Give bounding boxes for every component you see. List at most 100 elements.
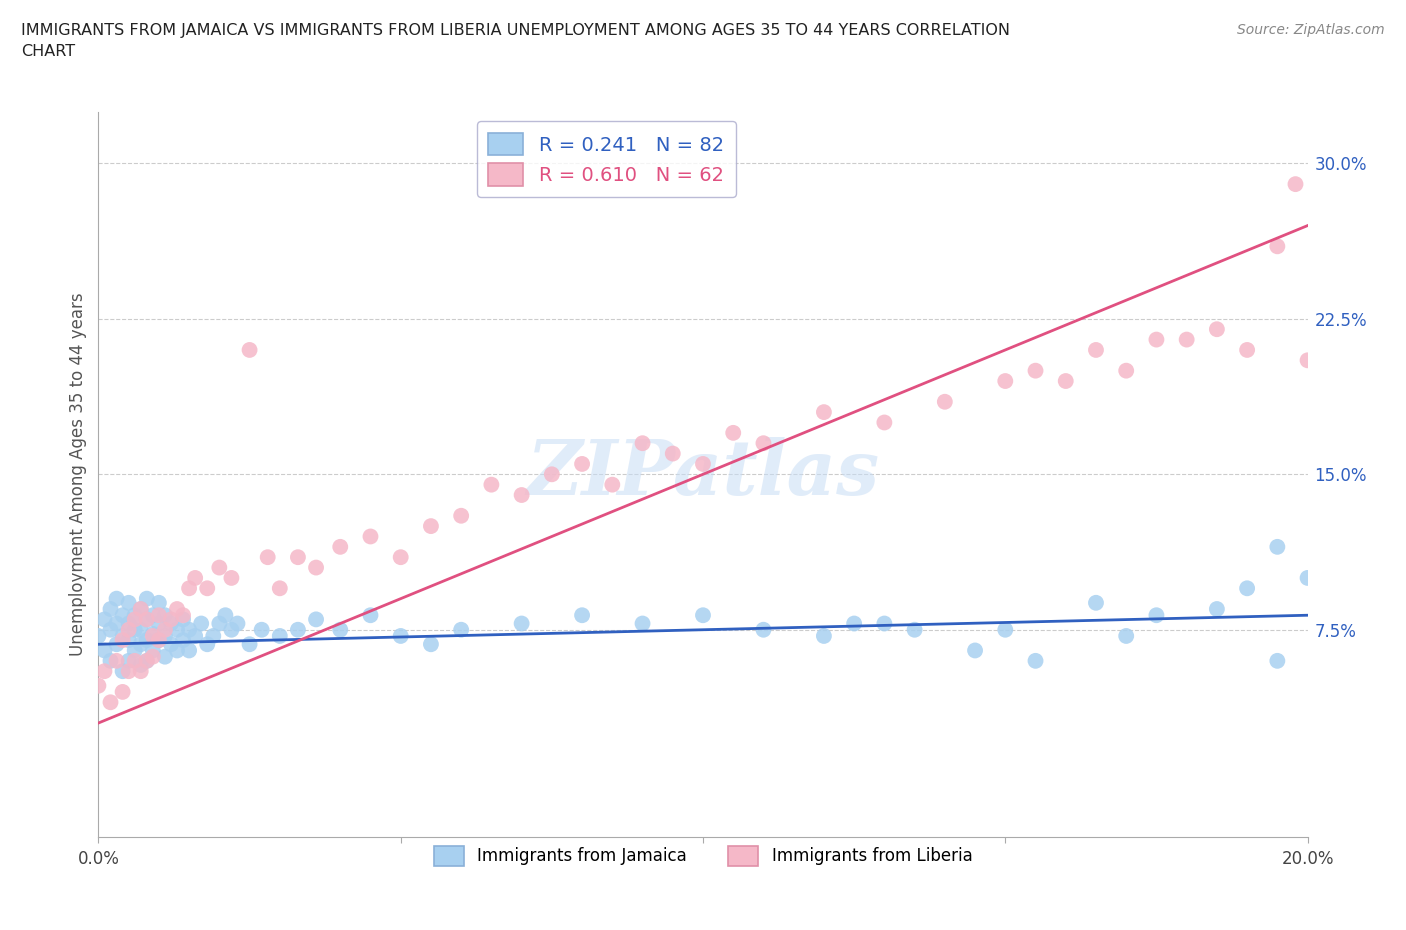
Point: [723, 425, 745, 440]
Point: [111, 664, 134, 679]
Point: [540, 467, 562, 482]
Point: [124, 654, 146, 669]
Point: [190, 616, 212, 631]
Point: [1115, 629, 1137, 644]
Point: [571, 457, 593, 472]
Point: [100, 695, 122, 710]
Point: [904, 622, 927, 637]
Point: [129, 602, 152, 617]
Point: [118, 654, 141, 669]
Point: [602, 477, 624, 492]
Point: [93, 643, 115, 658]
Point: [129, 622, 152, 637]
Point: [195, 637, 218, 652]
Point: [510, 616, 533, 631]
Point: [118, 622, 141, 637]
Point: [1115, 364, 1137, 379]
Point: [166, 622, 188, 637]
Point: [360, 529, 382, 544]
Point: [360, 608, 382, 623]
Point: [135, 654, 157, 669]
Point: [166, 602, 188, 617]
Point: [481, 477, 503, 492]
Point: [305, 612, 328, 627]
Point: [87, 629, 110, 644]
Point: [153, 649, 176, 664]
Point: [160, 637, 183, 652]
Point: [256, 550, 278, 565]
Point: [166, 643, 188, 658]
Point: [195, 581, 218, 596]
Point: [135, 612, 157, 627]
Point: [1236, 342, 1258, 357]
Point: [250, 622, 273, 637]
Point: [813, 629, 835, 644]
Point: [202, 629, 225, 644]
Point: [118, 595, 141, 610]
Point: [208, 616, 231, 631]
Point: [87, 678, 110, 693]
Point: [184, 629, 207, 644]
Point: [994, 622, 1017, 637]
Point: [153, 622, 176, 637]
Legend: Immigrants from Jamaica, Immigrants from Liberia: Immigrants from Jamaica, Immigrants from…: [427, 840, 979, 872]
Point: [129, 602, 152, 617]
Point: [450, 622, 472, 637]
Point: [1054, 374, 1077, 389]
Point: [873, 616, 896, 631]
Point: [239, 637, 262, 652]
Point: [510, 487, 533, 502]
Point: [153, 608, 176, 623]
Point: [148, 595, 170, 610]
Point: [450, 509, 472, 524]
Point: [148, 608, 170, 623]
Point: [93, 664, 115, 679]
Point: [994, 374, 1017, 389]
Point: [172, 612, 194, 627]
Point: [305, 560, 328, 575]
Point: [329, 539, 352, 554]
Point: [135, 612, 157, 627]
Point: [965, 643, 987, 658]
Point: [571, 608, 593, 623]
Point: [269, 581, 291, 596]
Point: [934, 394, 956, 409]
Point: [135, 654, 157, 669]
Point: [1144, 608, 1167, 623]
Point: [1284, 177, 1306, 192]
Point: [179, 643, 201, 658]
Point: [111, 608, 134, 623]
Point: [221, 622, 243, 637]
Point: [129, 664, 152, 679]
Point: [105, 616, 128, 631]
Point: [1296, 570, 1319, 585]
Point: [142, 629, 165, 644]
Point: [631, 616, 654, 631]
Point: [135, 591, 157, 606]
Point: [184, 570, 207, 585]
Point: [420, 519, 443, 534]
Point: [844, 616, 866, 631]
Point: [1296, 352, 1319, 367]
Point: [111, 632, 134, 647]
Point: [1206, 602, 1229, 617]
Point: [287, 550, 309, 565]
Point: [124, 643, 146, 658]
Point: [1267, 239, 1289, 254]
Point: [118, 632, 141, 647]
Point: [129, 637, 152, 652]
Point: [1085, 342, 1108, 357]
Point: [208, 560, 231, 575]
Point: [129, 658, 152, 672]
Point: [692, 608, 714, 623]
Point: [105, 637, 128, 652]
Point: [1085, 595, 1108, 610]
Point: [1267, 654, 1289, 669]
Point: [142, 649, 165, 664]
Point: [105, 654, 128, 669]
Point: [389, 629, 412, 644]
Point: [813, 405, 835, 419]
Point: [661, 446, 683, 461]
Point: [100, 602, 122, 617]
Point: [239, 342, 262, 357]
